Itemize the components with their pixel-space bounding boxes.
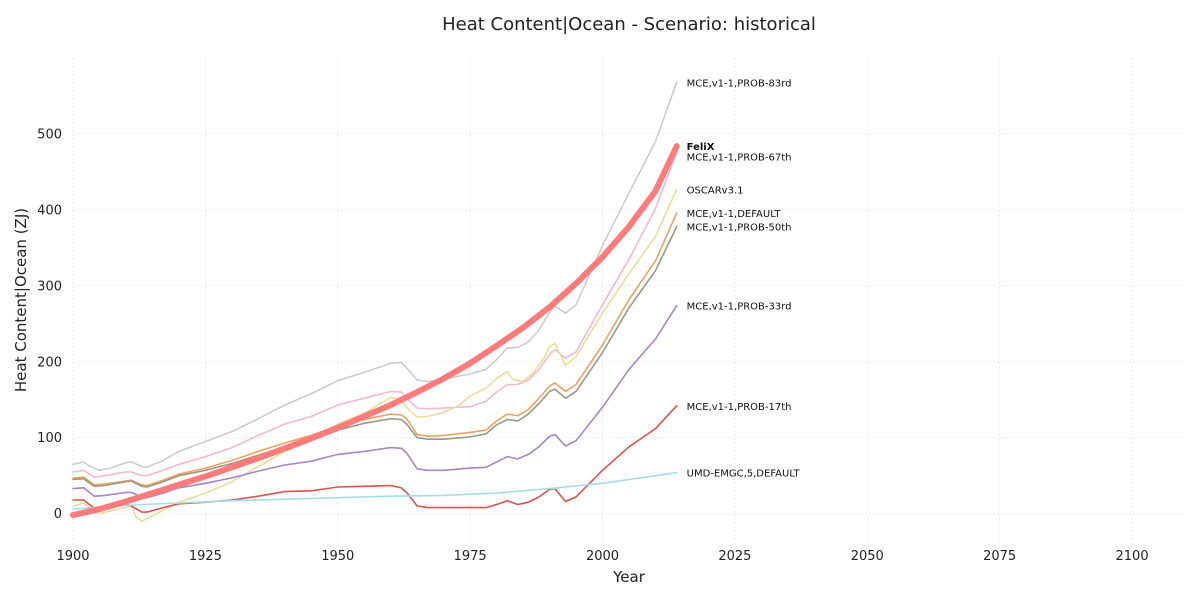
x-tick-label: 1900 bbox=[56, 549, 89, 564]
chart-title: Heat Content|Ocean - Scenario: historica… bbox=[442, 14, 816, 35]
y-tick-label: 100 bbox=[37, 431, 62, 446]
series-line-umd-emgc-5-default bbox=[72, 471, 678, 510]
grid bbox=[72, 58, 1185, 544]
series-lines bbox=[70, 81, 680, 522]
x-axis-ticks: 1900 1925 1950 1975 2000 2025 2050 2075 2100 bbox=[56, 549, 1148, 564]
series-label-oscarv3-1: OSCARv3.1 bbox=[687, 185, 744, 196]
series-line-mce-v1-1-prob-50th bbox=[72, 225, 678, 488]
series-line-oscarv3-1 bbox=[72, 188, 678, 522]
series-label-mce-v1-1-prob-83rd: MCE,v1-1,PROB-83rd bbox=[687, 78, 792, 89]
y-tick-label: 200 bbox=[37, 355, 62, 370]
x-tick-label: 2000 bbox=[586, 549, 619, 564]
x-tick-label: 2100 bbox=[1116, 549, 1149, 564]
series-labels: MCE,v1-1,PROB-83rd FeliXMCE,v1-1,PROB-67t… bbox=[687, 78, 801, 479]
series-label-umd-emgc-5-default: UMD-EMGC,5,DEFAULT bbox=[687, 469, 801, 480]
x-tick-label: 2050 bbox=[851, 549, 884, 564]
series-label-mce-v1-1-prob-17th: MCE,v1-1,PROB-17th bbox=[687, 402, 792, 413]
y-tick-label: 300 bbox=[37, 279, 62, 294]
x-tick-label: 1950 bbox=[321, 549, 354, 564]
x-axis-label: Year bbox=[612, 568, 646, 586]
x-tick-label: 2075 bbox=[983, 549, 1016, 564]
series-label-mce-v1-1-prob-50th: MCE,v1-1,PROB-50th bbox=[687, 223, 792, 234]
series-label-felix: FeliX bbox=[687, 142, 715, 153]
series-line-mce-v1-1-prob-83rd bbox=[72, 81, 678, 472]
y-tick-label: 500 bbox=[37, 127, 62, 142]
y-tick-label: 0 bbox=[54, 507, 62, 522]
series-label-mce-v1-1-prob-33rd: MCE,v1-1,PROB-33rd bbox=[687, 302, 792, 313]
series-label-mce-v1-1-default: MCE,v1-1,DEFAULT bbox=[687, 209, 782, 220]
x-tick-label: 2025 bbox=[718, 549, 751, 564]
series-line-felix bbox=[70, 143, 680, 519]
series-line-mce-v1-1-prob-67th bbox=[72, 151, 678, 478]
series-line-mce-v1-1-default bbox=[72, 212, 678, 487]
y-tick-label: 400 bbox=[37, 203, 62, 218]
y-axis-ticks: 0 100 200 300 400 500 bbox=[37, 127, 62, 522]
series-label-mce-v1-1-prob-67th: MCE,v1-1,PROB-67th bbox=[687, 153, 792, 164]
y-axis-label: Heat Content|Ocean (ZJ) bbox=[12, 208, 30, 392]
x-tick-label: 1925 bbox=[189, 549, 222, 564]
x-tick-label: 1975 bbox=[454, 549, 487, 564]
